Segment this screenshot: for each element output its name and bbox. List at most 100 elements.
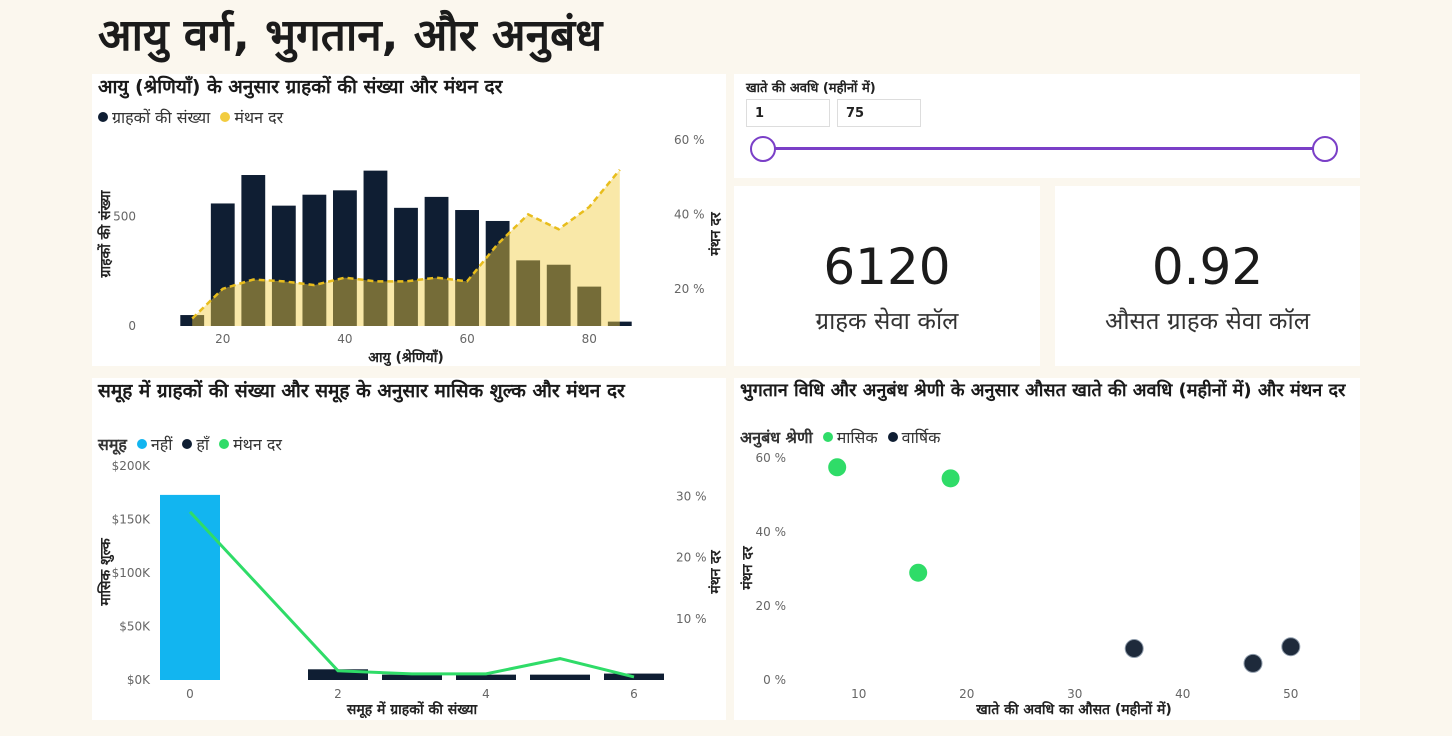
bar [455,210,479,326]
legend-dot-icon [182,439,193,449]
legend-item-no[interactable]: नहीं [136,433,173,455]
scatter-point [1281,637,1301,657]
legend-item-yes[interactable]: हाँ [182,433,209,455]
scatter-chart-legend: अनुबंध श्रेणी मासिक वार्षिक [740,426,946,448]
y-tick-label: 20 % [756,599,787,613]
kpi-value: 6120 [823,238,951,296]
legend-label: हाँ [196,435,210,454]
legend-item-churn[interactable]: मंथन दर [219,433,282,455]
kpi-card-avg-calls: 0.92 औसत ग्राहक सेवा कॉल [1055,186,1360,366]
y-tick-label: 0 [128,319,136,333]
bar [302,194,327,326]
legend-label: मंथन दर [234,108,284,127]
x-tick-label: 50 [1283,687,1298,701]
x-tick-label: 20 [959,687,974,701]
x-axis-label: समूह में ग्राहकों की संख्या [346,701,479,719]
kpi-label: औसत ग्राहक सेवा कॉल [1105,307,1310,335]
slider-min-handle[interactable] [750,136,776,162]
kpi-label: ग्राहक सेवा कॉल [815,307,959,335]
x-tick-label: 6 [630,687,638,701]
legend-item-monthly[interactable]: मासिक [822,426,878,448]
bar [333,190,357,326]
x-axis-label: आयु (श्रेणियाँ) [368,349,444,366]
age-chart-svg: 20 40 60 80 0 500 20 % 40 % 60 % आयु (श्रेणियाँ) ग… [97,133,724,366]
bar [180,315,205,326]
x-tick-label: 2 [334,687,342,701]
legend-label: नहीं [150,435,173,454]
x-tick-label: 0 [186,687,194,701]
y-tick-label: 60 % [756,451,787,465]
legend-dot-icon [136,439,147,449]
legend-dot-icon [98,112,108,122]
kpi-value: 0.92 [1151,238,1264,296]
y-axis-label: मंथन दर [740,545,756,590]
x-tick-label: 10 [851,687,866,701]
y2-tick-label: 60 % [674,133,705,147]
bar [424,196,449,326]
scatter-point [941,469,960,488]
bar-yes [308,669,368,680]
y-axis-label: मासिक शुल्क [97,537,115,607]
legend-label: मासिक [836,428,878,447]
churn-area [192,169,620,326]
bar [546,264,571,326]
scatter-point [909,563,928,582]
slider-track[interactable] [762,147,1324,150]
legend-dot-icon [219,439,230,449]
y2-tick-label: 40 % [674,207,705,221]
x-tick-label: 40 [337,332,352,346]
group-chart-panel: समूह में ग्राहकों की संख्या और समूह के अ… [92,378,726,720]
bar [271,205,296,326]
tenure-slicer-panel: खाते की अवधि (महीनों में) 1 75 [734,74,1360,178]
y-axis-label: ग्राहकों की संख्या [97,189,114,278]
bar-yes [456,674,516,680]
x-tick-label: 30 [1067,687,1082,701]
slicer-min-input[interactable]: 1 [746,99,830,127]
group-chart-svg: 0 2 4 6 $0K $50K $100K $150K $200K 10 % 20 % 30 % सम… [97,459,724,719]
legend-dot-icon [887,432,898,442]
age-chart-legend: ग्राहकों की संख्या मंथन दर [98,106,289,128]
legend-label: वार्षिक [901,428,941,447]
churn-line [191,168,621,320]
group-chart-title: समूह में ग्राहकों की संख्या और समूह के अ… [98,380,625,402]
y2-axis-label: मंथन दर [708,549,724,594]
bar-no [160,494,220,680]
y-tick-label: $150K [112,513,152,527]
bar [516,260,541,326]
scatter-point [828,458,847,477]
legend-title: समूह [98,435,127,454]
age-chart-title: आयु (श्रेणियाँ) के अनुसार ग्राहकों की सं… [98,76,503,98]
legend-dot-icon [822,432,833,442]
bar-yes [382,674,442,680]
legend-item-churn[interactable]: मंथन दर [220,106,283,128]
y2-tick-label: 10 % [676,612,707,626]
legend-dot-icon [220,112,231,122]
y-tick-label: $50K [119,620,151,634]
x-tick-label: 20 [215,332,230,346]
bar [607,321,632,326]
y-tick-label: 500 [113,210,136,224]
scatter-point [1243,653,1263,673]
slicer-max-input[interactable]: 75 [837,99,921,127]
scatter-point [1124,639,1144,659]
page-title: आयु वर्ग, भुगतान, और अनुबंध [98,10,603,61]
kpi-card-calls: 6120 ग्राहक सेवा कॉल [734,186,1040,366]
bar [485,220,510,326]
legend-item-count[interactable]: ग्राहकों की संख्या [98,106,210,128]
scatter-chart-svg: 10 20 30 40 50 0 % 20 % 40 % 60 % खाते की अवधि का… [740,451,1301,718]
legend-item-yearly[interactable]: वार्षिक [887,426,941,448]
y-tick-label: $0K [127,673,151,687]
bar [363,170,388,326]
scatter-chart-panel: भुगतान विधि और अनुबंध श्रेणी के अनुसार औ… [734,378,1360,720]
slicer-label: खाते की अवधि (महीनों में) [746,81,876,96]
y-tick-label: 40 % [756,525,787,539]
slider-max-handle[interactable] [1312,136,1338,162]
x-tick-label: 80 [582,332,597,346]
y2-axis-label: मंथन दर [708,211,724,256]
y-tick-label: $100K [112,566,152,580]
y-tick-label: $200K [112,459,152,473]
bar [394,207,418,326]
x-tick-label: 40 [1175,687,1190,701]
bar [577,286,602,326]
x-axis-label: खाते की अवधि का औसत (महीनों में) [975,701,1172,718]
